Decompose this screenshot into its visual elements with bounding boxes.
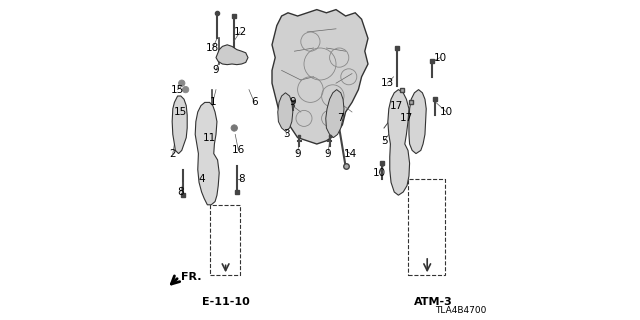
Polygon shape	[278, 93, 292, 131]
Text: 15: 15	[171, 84, 184, 95]
Text: 10: 10	[372, 168, 386, 178]
Text: 14: 14	[344, 148, 357, 159]
Polygon shape	[272, 10, 368, 144]
Text: 9: 9	[289, 97, 296, 108]
Text: 10: 10	[440, 107, 453, 117]
Text: 17: 17	[390, 100, 403, 111]
Text: 16: 16	[232, 145, 245, 156]
Text: 1: 1	[209, 97, 216, 108]
Text: 12: 12	[234, 27, 246, 37]
Text: 11: 11	[203, 132, 216, 143]
Polygon shape	[195, 102, 219, 205]
Text: E-11-10: E-11-10	[202, 297, 250, 308]
Text: 9: 9	[294, 148, 301, 159]
Text: 8: 8	[238, 174, 245, 184]
Polygon shape	[388, 90, 410, 195]
Text: 6: 6	[251, 97, 258, 108]
Text: 13: 13	[381, 78, 394, 88]
Circle shape	[231, 125, 237, 131]
Text: 8: 8	[177, 187, 184, 197]
Circle shape	[182, 86, 189, 93]
Text: 17: 17	[400, 113, 413, 124]
Text: 9: 9	[212, 65, 220, 76]
Polygon shape	[409, 90, 426, 154]
Polygon shape	[216, 45, 248, 65]
Text: 4: 4	[198, 174, 205, 184]
Text: 18: 18	[206, 43, 220, 53]
Polygon shape	[326, 90, 344, 138]
Text: 15: 15	[174, 107, 188, 117]
Text: 3: 3	[283, 129, 290, 140]
Circle shape	[179, 80, 185, 86]
Text: 9: 9	[324, 148, 332, 159]
Text: 10: 10	[433, 52, 447, 63]
Text: FR.: FR.	[181, 272, 202, 282]
Text: 5: 5	[381, 136, 387, 146]
Text: TLA4B4700: TLA4B4700	[435, 306, 486, 315]
Text: 7: 7	[337, 113, 344, 124]
Text: ATM-3: ATM-3	[414, 297, 453, 308]
Polygon shape	[172, 96, 187, 154]
Text: 2: 2	[170, 148, 176, 159]
